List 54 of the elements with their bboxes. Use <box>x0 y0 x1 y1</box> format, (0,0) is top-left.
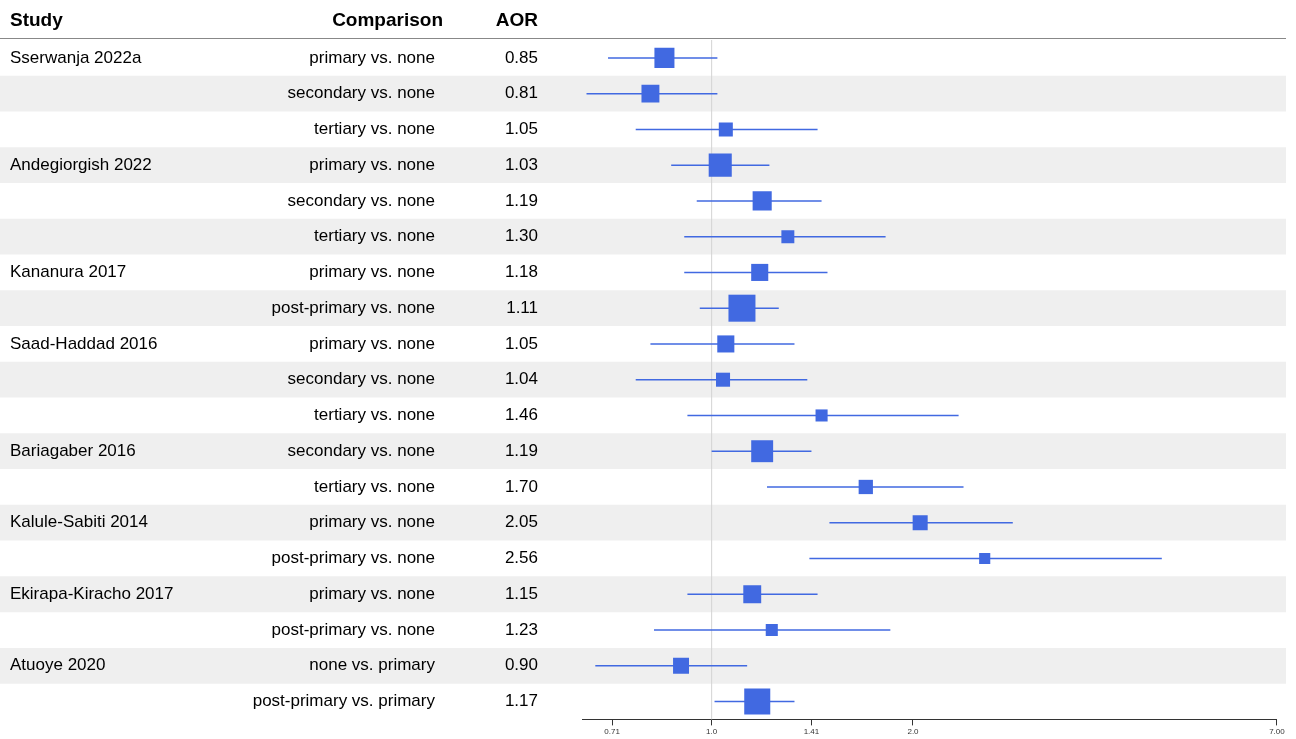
y-tick-label: none vs. primary <box>309 655 436 675</box>
text: Comparison <box>332 9 443 31</box>
y-tick-label: secondary vs. none <box>287 83 435 103</box>
y-tick-label: post-primary vs. primary <box>252 691 436 711</box>
y-tick-label: tertiary vs. none <box>314 119 435 139</box>
y-tick-label: secondary vs. none <box>287 369 435 389</box>
data-label: 1.19 <box>504 440 538 460</box>
y-tick-label: primary vs. none <box>309 583 435 603</box>
data-label: 1.05 <box>504 119 538 139</box>
y-tick-label: tertiary vs. none <box>314 405 435 425</box>
data-label: 1.11 <box>506 297 538 317</box>
y-tick-label: primary vs. none <box>309 333 435 353</box>
x-tick-label: 0.71 <box>604 727 621 737</box>
x-tick-label: 1.41 <box>803 727 820 737</box>
data-label: 1.19 <box>504 190 538 210</box>
y-tick-label: tertiary vs. none <box>314 476 435 496</box>
y2-tick-label: Kalule-Sabiti 2014 <box>10 512 148 532</box>
y-tick-label: primary vs. none <box>309 47 435 67</box>
y-tick-label: secondary vs. none <box>287 440 435 460</box>
x-tick-label: 2.0 <box>907 727 920 737</box>
data-label: 1.70 <box>504 476 538 496</box>
y-tick-label: post-primary vs. none <box>271 548 435 568</box>
data-label: 1.03 <box>504 154 538 174</box>
text: Study <box>10 9 64 31</box>
data-label: 1.17 <box>504 691 538 711</box>
data-label: 2.56 <box>504 548 538 568</box>
data-label: 1.04 <box>504 369 538 389</box>
y-tick-label: primary vs. none <box>309 512 435 532</box>
y2-tick-label: Ekirapa-Kiracho 2017 <box>10 583 174 603</box>
data-label: 2.05 <box>504 512 538 532</box>
data-label: 1.30 <box>504 226 538 246</box>
y-tick-label: post-primary vs. none <box>271 619 435 639</box>
x-tick-label: 1.0 <box>706 727 718 737</box>
data-label: 1.18 <box>504 262 538 282</box>
data-label: 0.81 <box>504 83 538 103</box>
x-tick-label: 7.00 <box>1269 727 1286 737</box>
y-tick-label: primary vs. none <box>309 262 435 282</box>
data-label: 0.85 <box>504 47 538 67</box>
text: AOR <box>495 9 539 31</box>
data-label: 0.90 <box>504 655 538 675</box>
y2-tick-label: Bariagaber 2016 <box>10 440 136 460</box>
data-label: 1.46 <box>504 405 538 425</box>
y2-tick-label: Sserwanja 2022a <box>10 47 142 67</box>
y-tick-label: tertiary vs. none <box>314 226 435 246</box>
y2-tick-label: Andegiorgish 2022 <box>10 154 152 174</box>
y2-tick-label: Kananura 2017 <box>10 262 127 282</box>
y-tick-label: secondary vs. none <box>287 190 435 210</box>
data-label: 1.15 <box>504 583 538 603</box>
data-label: 1.23 <box>504 619 538 639</box>
y2-tick-label: Saad-Haddad 2016 <box>10 333 158 353</box>
y-tick-label: primary vs. none <box>309 154 435 174</box>
data-label: 1.05 <box>504 333 538 353</box>
y-tick-label: post-primary vs. none <box>271 297 435 317</box>
y2-tick-label: Atuoye 2020 <box>10 655 106 675</box>
